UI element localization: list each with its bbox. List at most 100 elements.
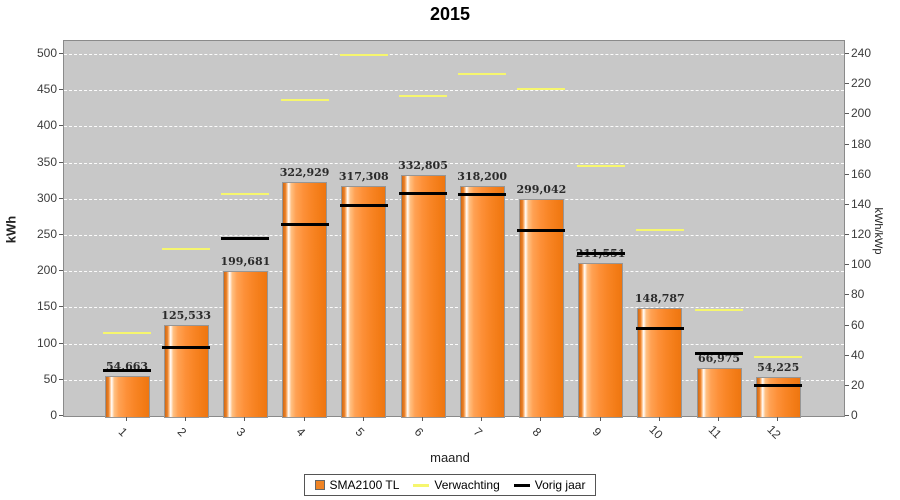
left-tickmark [59, 378, 63, 380]
left-tick-label: 450 [36, 82, 57, 97]
left-tick-label: 200 [36, 263, 57, 278]
verwachting-marker [221, 192, 270, 195]
right-tickmark [845, 203, 849, 205]
vorig-jaar-marker [221, 236, 270, 240]
right-tick-label: 100 [851, 257, 872, 272]
x-tickmark [126, 417, 127, 421]
bar-value-label: 332,805 [398, 159, 448, 173]
right-tick-label: 20 [851, 377, 865, 392]
bar-value-label: 322,929 [279, 166, 330, 180]
vorig-jaar-marker [280, 223, 329, 227]
plot-area: 54,663 125,533 199,681 322,929 317,308 332,80… [63, 40, 845, 418]
right-tickmark [845, 173, 849, 175]
x-tick-label-6: 6 [411, 424, 427, 440]
right-tick-label: 180 [851, 136, 872, 151]
x-axis-title: maand [430, 450, 470, 465]
left-tick-label: 100 [36, 335, 57, 350]
left-tick-label: 150 [36, 299, 57, 314]
gridline [64, 343, 844, 345]
left-tickmark [59, 197, 63, 199]
bar-month-1 [104, 376, 150, 418]
chart-title: 2015 [429, 4, 471, 24]
right-tick-label: 200 [851, 106, 872, 121]
bar-month-8 [518, 199, 564, 418]
verwachting-marker [162, 248, 211, 251]
bar-month-2 [163, 325, 209, 418]
x-tickmark [244, 417, 246, 421]
left-tickmark [59, 306, 63, 308]
x-tick-label-11: 11 [705, 422, 725, 442]
left-tickmark [59, 89, 63, 91]
verwachting-marker [280, 98, 329, 101]
bar-value-label: 125,533 [161, 309, 212, 323]
right-tick-label: 0 [851, 408, 858, 422]
verwachting-marker [576, 165, 625, 168]
bar-value-label: 148,787 [634, 292, 685, 306]
left-tick-label: 250 [36, 227, 57, 241]
left-tick-label: 50 [43, 371, 57, 386]
x-tickmark [481, 417, 483, 421]
right-tick-label: 60 [851, 317, 865, 332]
legend-item-verwachting: Verwachting [413, 478, 500, 492]
vorig-jaar-marker [458, 192, 507, 196]
right-tickmark [845, 415, 849, 416]
verwachting-marker [103, 331, 151, 334]
left-tickmark [59, 415, 63, 416]
gridline [64, 54, 844, 55]
legend-label: Verwachting [434, 478, 500, 492]
x-tick-label-5: 5 [352, 424, 368, 440]
right-tickmark [845, 83, 849, 85]
right-tick-label: 40 [851, 347, 865, 362]
vorig-jaar-marker [103, 369, 151, 373]
x-tickmark [422, 417, 423, 421]
gridline [64, 379, 844, 381]
bar-month-11 [696, 367, 742, 418]
vorig-jaar-marker [399, 192, 447, 195]
left-tick-label: 400 [36, 118, 57, 133]
left-tick-label: 500 [36, 46, 57, 60]
legend-item-vorig-jaar: Vorig jaar [513, 478, 585, 492]
legend-label: SMA2100 TL [329, 478, 400, 492]
right-tickmark [845, 113, 849, 115]
verwachting-marker [458, 73, 507, 76]
bar-month-3 [222, 271, 268, 418]
left-tick-label: 300 [36, 190, 57, 205]
right-tickmark [845, 53, 849, 54]
right-tick-label: 220 [851, 76, 872, 91]
bar-month-10 [637, 308, 683, 418]
legend-box: SMA2100 TL Verwachting Vorig jaar [303, 474, 597, 496]
verwachting-marker [695, 309, 743, 312]
verwachting-marker [399, 94, 447, 97]
verwachting-marker [754, 355, 803, 358]
vorig-jaar-marker [517, 228, 566, 232]
vorig-jaar-marker [576, 252, 625, 256]
bar-value-label: 54,225 [757, 360, 800, 374]
bar-month-7 [459, 185, 505, 418]
x-tick-label-9: 9 [589, 424, 604, 440]
bar-month-9 [578, 262, 624, 418]
left-tickmark [59, 270, 63, 272]
bar-month-5 [341, 186, 387, 418]
right-tickmark [845, 143, 849, 145]
x-tickmark [599, 417, 601, 421]
x-tick-label-10: 10 [646, 422, 666, 442]
verwachting-marker [339, 53, 388, 56]
gridline [64, 307, 844, 309]
gridline [64, 198, 844, 200]
x-tickmark [777, 417, 779, 421]
legend: SMA2100 TL Verwachting Vorig jaar [0, 474, 900, 496]
x-tick-label-4: 4 [293, 424, 308, 440]
bar-value-label: 199,681 [220, 255, 271, 269]
gridline [64, 235, 844, 236]
gridline [64, 126, 844, 128]
yellow-line-swatch-icon [413, 483, 430, 487]
vorig-jaar-marker [635, 326, 684, 330]
left-tickmark [59, 53, 63, 54]
bar-month-6 [400, 175, 446, 418]
right-tick-label: 140 [851, 196, 872, 211]
x-tickmark [362, 417, 364, 421]
legend-item-sma2100: SMA2100 TL [314, 478, 400, 492]
bar-month-4 [282, 182, 328, 418]
bar-value-label: 318,200 [457, 169, 508, 183]
